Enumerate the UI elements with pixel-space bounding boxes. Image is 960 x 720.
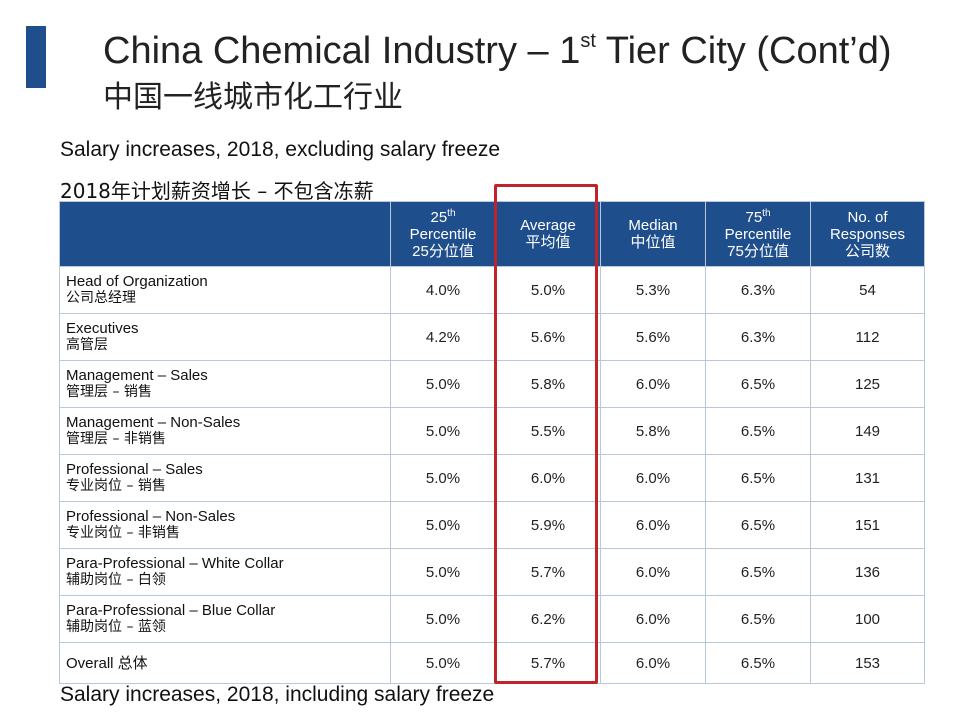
title-superscript: st (580, 30, 596, 52)
average-cell: 6.0% (495, 454, 601, 502)
p25-cell: 5.0% (390, 360, 496, 408)
responses-cell: 131 (810, 454, 925, 502)
col-header-p25: 25th Percentile 25分位值 (390, 201, 496, 267)
row-label-en: Professional – Non-Sales (66, 508, 236, 525)
median-cell: 5.8% (600, 407, 706, 455)
accent-bar (26, 26, 46, 88)
row-label-cn: 辅助岗位 – 白领 (66, 572, 166, 588)
table-row: Para-Professional – White Collar 辅助岗位 – 白… (59, 548, 925, 596)
p25-cell: 5.0% (390, 407, 496, 455)
average-cell: 5.8% (495, 360, 601, 408)
row-label-cn: 高管层 (66, 337, 108, 353)
p25-cell: 5.0% (390, 548, 496, 596)
row-label-cn: 专业岗位 – 销售 (66, 478, 166, 494)
median-cell: 5.3% (600, 266, 706, 314)
p75-cell: 6.3% (705, 266, 811, 314)
responses-cell: 100 (810, 595, 925, 643)
table-row: Management – Non-Sales 管理层 – 非销售 5.0% 5.5% 5… (59, 407, 925, 455)
row-label: Management – Sales 管理层 – 销售 (59, 360, 391, 408)
table-row: Professional – Non-Sales 专业岗位 – 非销售 5.0% 5.… (59, 501, 925, 549)
median-cell: 6.0% (600, 642, 706, 684)
p75-cell: 6.5% (705, 501, 811, 549)
table-row: Para-Professional – Blue Collar 辅助岗位 – 蓝领… (59, 595, 925, 643)
caption-excluding-freeze-cn: 2018年计划薪资增长 – 不包含冻薪 (60, 179, 374, 203)
responses-cell: 125 (810, 360, 925, 408)
average-cell: 5.7% (495, 642, 601, 684)
col-header-median: Median 中位值 (600, 201, 706, 267)
p75-cell: 6.5% (705, 595, 811, 643)
caption-including-freeze: Salary increases, 2018, including salary… (60, 683, 495, 706)
row-label: Executives 高管层 (59, 313, 391, 361)
p25-cell: 4.0% (390, 266, 496, 314)
p25-cell: 5.0% (390, 642, 496, 684)
row-label-en: Professional – Sales (66, 461, 203, 478)
col-header-responses: No. of Responses 公司数 (810, 201, 925, 267)
median-cell: 6.0% (600, 360, 706, 408)
row-label: Professional – Sales 专业岗位 – 销售 (59, 454, 391, 502)
average-cell: 6.2% (495, 595, 601, 643)
row-label-en: Management – Non-Sales (66, 414, 241, 431)
table-row: Professional – Sales 专业岗位 – 销售 5.0% 6.0% 6.0… (59, 454, 925, 502)
responses-cell: 153 (810, 642, 925, 684)
responses-cell: 112 (810, 313, 925, 361)
average-cell: 5.0% (495, 266, 601, 314)
responses-cell: 149 (810, 407, 925, 455)
median-cell: 6.0% (600, 548, 706, 596)
row-label-cn: 专业岗位 – 非销售 (66, 525, 180, 541)
caption-excluding-freeze: Salary increases, 2018, excluding salary… (60, 138, 501, 161)
p25-cell: 5.0% (390, 501, 496, 549)
p25-cell: 4.2% (390, 313, 496, 361)
median-cell: 6.0% (600, 454, 706, 502)
p75-cell: 6.5% (705, 642, 811, 684)
col-header-average: Average 平均值 (495, 201, 601, 267)
row-label-cn: 辅助岗位 – 蓝领 (66, 619, 166, 635)
responses-cell: 151 (810, 501, 925, 549)
p75-cell: 6.5% (705, 548, 811, 596)
salary-table: 25th Percentile 25分位值 Average 平均值 Median 中位值… (59, 201, 925, 684)
p25-cell: 5.0% (390, 595, 496, 643)
average-cell: 5.9% (495, 501, 601, 549)
p75-cell: 6.5% (705, 360, 811, 408)
table-row: Executives 高管层 4.2% 5.6% 5.6% 6.3% 112 (59, 313, 925, 361)
row-label-cn: 管理层 – 非销售 (66, 431, 166, 447)
row-label: Para-Professional – Blue Collar 辅助岗位 – 蓝领 (59, 595, 391, 643)
row-label-cn: 公司总经理 (66, 290, 136, 306)
overall-row: Overall 总体 5.0% 5.7% 6.0% 6.5% 153 (59, 642, 925, 684)
row-label: Para-Professional – White Collar 辅助岗位 – 白… (59, 548, 391, 596)
median-cell: 6.0% (600, 501, 706, 549)
page-title: China Chemical Industry – 1st Tier City … (103, 30, 892, 72)
average-cell: 5.6% (495, 313, 601, 361)
average-cell: 5.5% (495, 407, 601, 455)
p25-cell: 5.0% (390, 454, 496, 502)
row-label-en: Para-Professional – Blue Collar (66, 602, 276, 619)
p75-cell: 6.5% (705, 454, 811, 502)
p75-cell: 6.3% (705, 313, 811, 361)
row-label: Management – Non-Sales 管理层 – 非销售 (59, 407, 391, 455)
row-label-en: Head of Organization (66, 273, 208, 290)
p75-cell: 6.5% (705, 407, 811, 455)
responses-cell: 136 (810, 548, 925, 596)
median-cell: 6.0% (600, 595, 706, 643)
row-label-overall: Overall 总体 (59, 642, 391, 684)
row-label-en: Para-Professional – White Collar (66, 555, 284, 572)
responses-cell: 54 (810, 266, 925, 314)
average-cell: 5.7% (495, 548, 601, 596)
row-label-cn: 管理层 – 销售 (66, 384, 152, 400)
header-row: 25th Percentile 25分位值 Average 平均值 Median 中位值… (59, 201, 925, 267)
row-label-en: Management – Sales (66, 367, 208, 384)
table-row: Head of Organization 公司总经理 4.0% 5.0% 5.3% 6.3… (59, 266, 925, 314)
row-label: Head of Organization 公司总经理 (59, 266, 391, 314)
median-cell: 5.6% (600, 313, 706, 361)
page-subtitle-cn: 中国一线城市化工行业 (103, 80, 403, 115)
row-label: Professional – Non-Sales 专业岗位 – 非销售 (59, 501, 391, 549)
row-label-en: Executives (66, 320, 139, 337)
table-row: Management – Sales 管理层 – 销售 5.0% 5.8% 6.0% 6.… (59, 360, 925, 408)
header-blank-cell (59, 201, 391, 267)
col-header-p75: 75th Percentile 75分位值 (705, 201, 811, 267)
